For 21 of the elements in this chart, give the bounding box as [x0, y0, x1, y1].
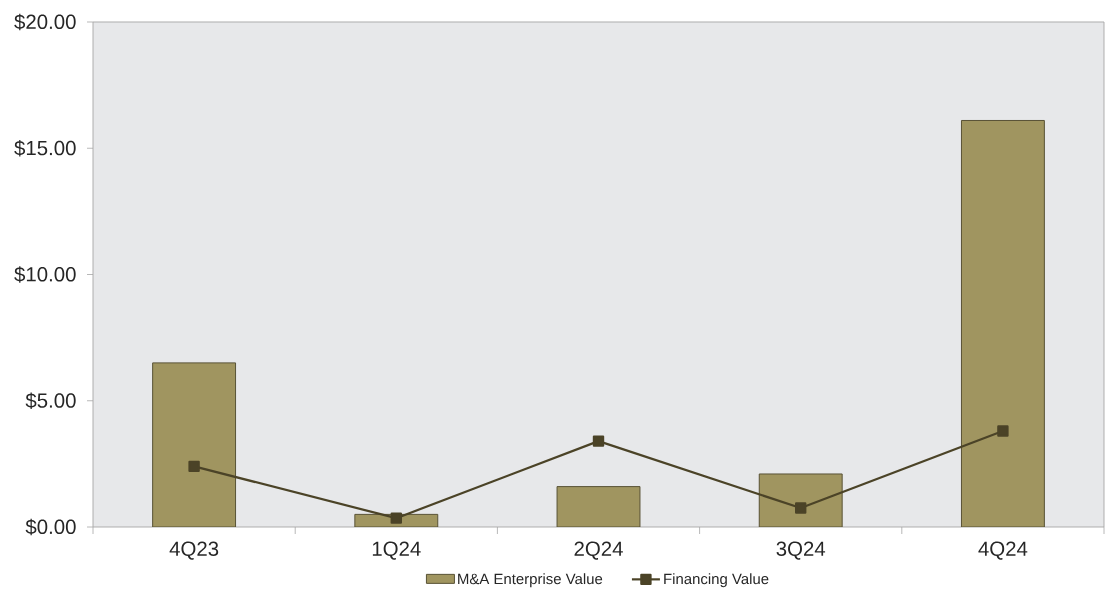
- x-tick-label: 4Q24: [978, 541, 1028, 560]
- point: [795, 502, 807, 514]
- x-tick-label: 4Q23: [169, 541, 219, 560]
- point: [997, 425, 1009, 437]
- y-tick-label: $20.00: [14, 13, 76, 31]
- x-tick-label: 3Q24: [776, 541, 826, 560]
- y-tick-label: $10.00: [14, 266, 76, 283]
- point: [390, 512, 402, 524]
- x-tick-label: 1Q24: [372, 541, 421, 560]
- y-tick-label: $15.00: [14, 139, 76, 157]
- legend-label: M&A Enterprise Value: [458, 573, 603, 588]
- bar: [556, 486, 641, 527]
- point: [592, 435, 605, 447]
- bar: [758, 473, 843, 527]
- point: [188, 460, 200, 473]
- bar: [152, 362, 237, 527]
- bar: [960, 119, 1045, 527]
- y-tick-label: $0.00: [25, 518, 76, 536]
- x-tick-label: 2Q24: [574, 541, 623, 560]
- legend-label: Financing Value: [664, 573, 769, 588]
- y-tick-label: $5.00: [25, 392, 76, 410]
